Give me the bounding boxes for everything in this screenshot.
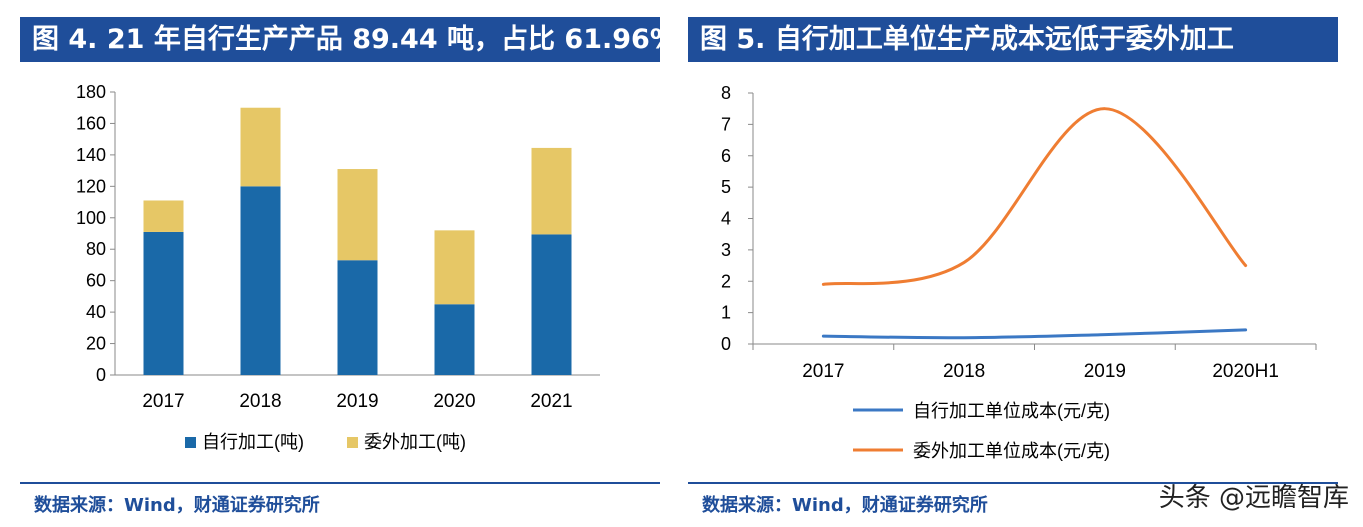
watermark-text: 头条 @远瞻智库 (1158, 483, 1349, 513)
y-tick-label: 0 (721, 334, 731, 354)
bar-self-processing-2019 (337, 260, 378, 375)
legend-label: 委外加工(吨) (364, 432, 466, 452)
x-tick-label: 2020H1 (1212, 361, 1279, 382)
y-tick-label: 120 (76, 176, 106, 196)
left-source-text: 数据来源：Wind，财通证券研究所 (34, 495, 320, 516)
y-tick-label: 160 (76, 113, 106, 133)
legend-label: 自行加工单位成本(元/克) (913, 401, 1110, 421)
x-tick-label: 2018 (239, 391, 281, 412)
series-line-self-processing-cost (821, 328, 1248, 340)
x-tick-label: 2019 (336, 391, 378, 412)
bar-outsourced-2020 (434, 230, 475, 305)
y-tick-label: 60 (86, 271, 106, 291)
x-tick-label: 2017 (802, 361, 844, 382)
y-tick-label: 40 (86, 302, 106, 322)
y-tick-label: 140 (76, 145, 106, 165)
stacked-bar-chart: 0 20 40 60 80 100 120 140 160 180 2017 2018 2019 2020… (76, 82, 600, 452)
bar-self-processing-2017 (143, 231, 184, 375)
bar-self-processing-2021 (531, 234, 572, 375)
left-panel: 图 4. 21 年自行生产产品 89.44 吨，占比 61.96% 0 20 40 6… (20, 0, 660, 527)
bar-self-processing-2018 (240, 186, 281, 375)
x-tick-label: 2021 (530, 391, 572, 412)
bar-outsourced-2021 (531, 147, 572, 235)
y-tick-label: 180 (76, 82, 106, 102)
y-tick-label: 0 (96, 365, 106, 385)
y-tick-label: 4 (721, 209, 731, 229)
y-tick-label: 7 (721, 114, 731, 134)
right-source-text: 数据来源：Wind，财通证券研究所 (702, 495, 988, 516)
bar-outsourced-2019 (337, 169, 378, 261)
y-tick-label: 2 (721, 271, 731, 291)
y-tick-label: 6 (721, 146, 731, 166)
bar-outsourced-2018 (240, 107, 281, 187)
y-tick-label: 5 (721, 177, 731, 197)
series-line-outsourced-cost (821, 107, 1248, 286)
bar-outsourced-2017 (143, 200, 184, 232)
right-chart-title: 图 5. 自行加工单位生产成本远低于委外加工 (688, 17, 1338, 62)
legend-label: 自行加工(吨) (202, 432, 304, 452)
line-chart: 0 1 2 3 4 5 6 7 8 2017 2018 2019 2020H1 自行加工单位成本(元/克)… (721, 83, 1317, 461)
y-tick-label: 100 (76, 208, 106, 228)
legend-label: 委外加工单位成本(元/克) (913, 441, 1110, 461)
y-tick-label: 3 (721, 240, 731, 260)
left-source-divider (20, 482, 660, 484)
right-source-divider (688, 482, 1338, 484)
legend-swatch-1 (347, 437, 358, 448)
legend-swatch-0 (185, 437, 196, 448)
bar-self-processing-2020 (434, 304, 475, 375)
x-tick-label: 2019 (1084, 361, 1126, 382)
x-tick-label: 2018 (943, 361, 985, 382)
x-tick-label: 2017 (142, 391, 184, 412)
y-tick-label: 8 (721, 83, 731, 103)
x-tick-label: 2020 (433, 391, 475, 412)
y-tick-label: 1 (721, 303, 731, 323)
y-tick-label: 80 (86, 239, 106, 259)
y-tick-label: 20 (86, 334, 106, 354)
left-chart-title: 图 4. 21 年自行生产产品 89.44 吨，占比 61.96% (20, 17, 660, 62)
right-panel: 图 5. 自行加工单位生产成本远低于委外加工 0 1 2 3 4 5 6 7 8 2017 2018… (688, 0, 1338, 527)
